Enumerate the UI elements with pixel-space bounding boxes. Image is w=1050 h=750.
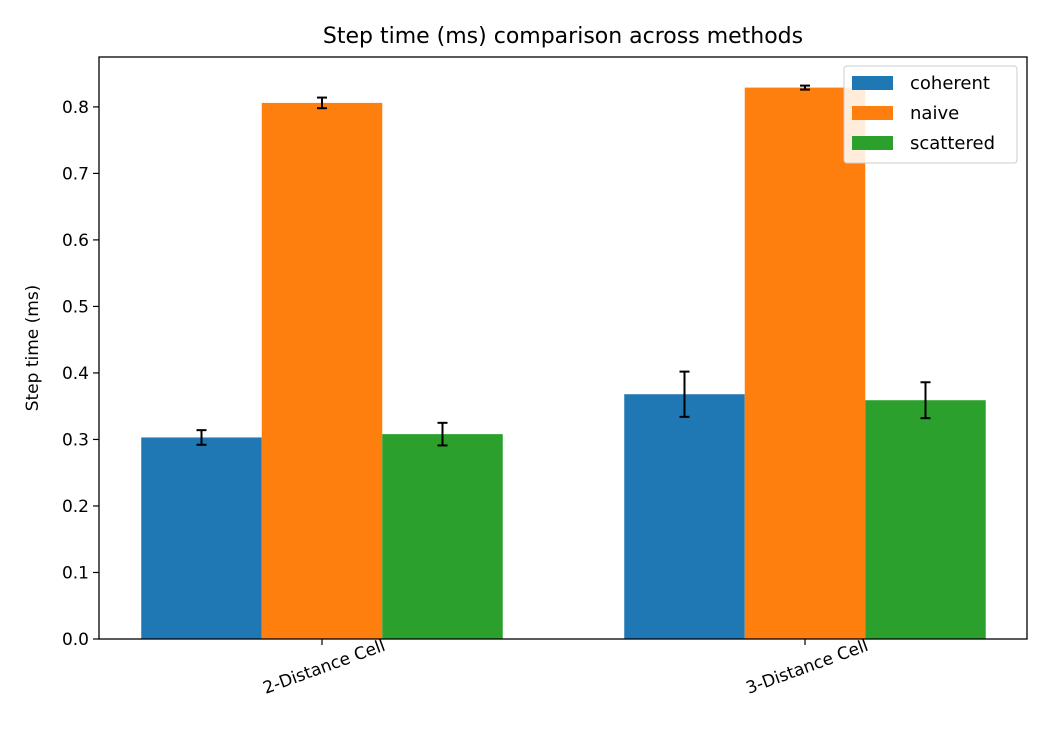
legend-label-coherent: coherent <box>910 73 990 94</box>
bar-coherent <box>624 394 745 639</box>
y-tick-label: 0.0 <box>62 630 89 650</box>
legend-label-scattered: scattered <box>910 133 995 154</box>
legend-swatch-naive <box>852 106 893 120</box>
legend-label-naive: naive <box>910 103 959 124</box>
bar-scattered <box>865 400 986 639</box>
x-tick-label: 2-Distance Cell <box>261 636 389 699</box>
y-tick-label: 0.2 <box>62 497 89 517</box>
y-tick-label: 0.1 <box>62 563 89 583</box>
y-tick-label: 0.7 <box>62 164 89 184</box>
y-tick-label: 0.4 <box>62 364 89 384</box>
legend-swatch-scattered <box>852 136 893 150</box>
y-tick-label: 0.3 <box>62 430 89 450</box>
bar-naive <box>744 87 866 640</box>
bar-naive <box>261 102 383 640</box>
y-tick-label: 0.8 <box>62 98 89 118</box>
y-tick-label: 0.5 <box>62 297 89 317</box>
bar-scattered <box>382 434 503 639</box>
y-axis-label: Step time (ms) <box>23 285 43 412</box>
bar-coherent <box>141 437 262 639</box>
legend-swatch-coherent <box>852 76 893 90</box>
legend: coherent naive scattered <box>843 65 1018 164</box>
y-tick-label: 0.6 <box>62 231 89 251</box>
chart-title: Step time (ms) comparison across methods <box>323 24 803 49</box>
plot-area: 0.0 0.1 0.2 0.3 0.4 0.5 0.6 0.7 0.8 2-Distance Ce… <box>62 84 986 699</box>
plot-frame <box>98 56 1028 640</box>
x-tick-label: 3-Distance Cell <box>744 636 872 699</box>
